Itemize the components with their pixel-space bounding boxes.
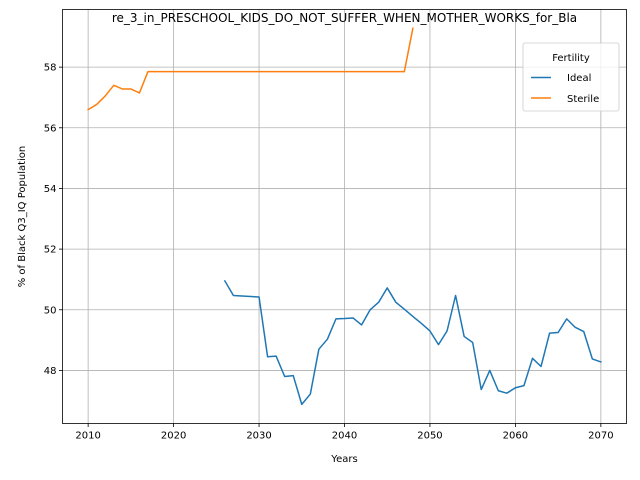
x-tick-label: 2060 [503,431,528,442]
x-axis-ticks: 2010 2020 2030 2040 2050 2060 2070 [75,423,614,442]
x-tick-label: 2040 [332,431,357,442]
legend-title: Fertility [552,53,590,64]
y-tick-label: 50 [44,305,57,316]
legend-box [522,42,620,112]
x-gridlines [87,9,602,424]
series-layer [87,27,602,406]
series-line-ideal [223,279,602,406]
y-gridlines [62,66,627,371]
y-axis-label: % of Black Q3_IQ Population [17,146,28,288]
y-tick-label: 58 [44,63,57,74]
series-line-sterile [87,27,414,111]
legend: Fertility Ideal Sterile [522,42,620,112]
legend-label-ideal: Ideal [567,73,591,84]
x-tick-label: 2010 [75,431,100,442]
y-tick-label: 56 [44,123,57,134]
x-tick-label: 2050 [417,431,442,442]
chart-title: re_3_in_PRESCHOOL_KIDS_DO_NOT_SUFFER_WHE… [112,11,577,25]
x-tick-label: 2020 [161,431,186,442]
x-axis-label: Years [330,454,357,465]
x-tick-label: 2030 [246,431,271,442]
y-axis-ticks: 48 50 52 54 56 58 [44,63,63,377]
y-tick-label: 52 [44,245,57,256]
y-tick-label: 48 [44,366,57,377]
y-tick-label: 54 [44,184,57,195]
x-tick-label: 2070 [588,431,613,442]
legend-label-sterile: Sterile [567,94,599,105]
